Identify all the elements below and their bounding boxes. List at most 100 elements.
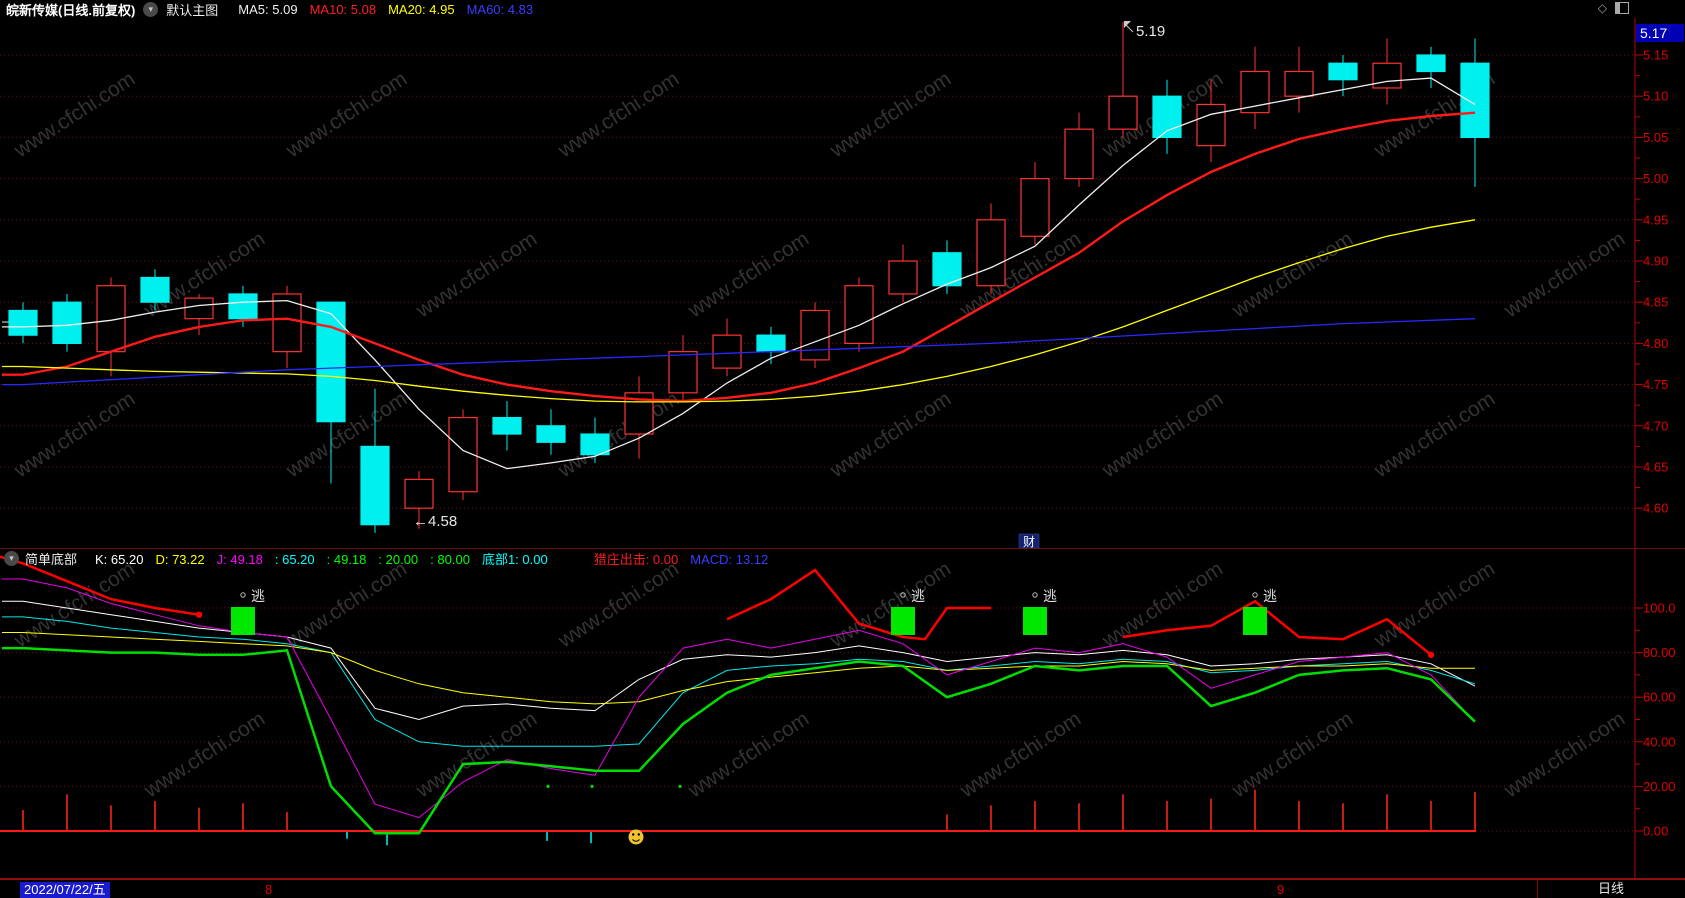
price-axis-label: 5.10 [1643,89,1668,104]
watermark-text: www.cfchi.com [1369,557,1499,652]
watermark-text: www.cfchi.com [553,67,683,162]
price-axis-label: 4.80 [1643,336,1668,351]
escape-label: 逃 [1263,588,1277,604]
watermark-text: www.cfchi.com [683,707,813,802]
sub-item-6: : 80.00 [430,552,470,567]
watermark-text: www.cfchi.com [1499,227,1629,322]
candle [1284,46,1314,113]
candle [624,376,654,459]
indicator-line-k2 [2,616,1476,747]
layout-label[interactable]: 默认主图 [166,2,219,18]
last-price-tag [1636,24,1684,42]
indicator-axis-label: 0.00 [1643,824,1668,839]
indicator-name[interactable]: 简单底部 [25,552,78,567]
candle [976,203,1006,294]
ma-item-0: MA5: 5.09 [238,1,298,17]
watermark-text: www.cfchi.com [139,707,269,802]
event-marker[interactable]: 财 [1018,533,1040,548]
candle [404,471,434,529]
symbol-title: 皖新传媒(日线.前复权) [6,2,136,18]
watermark-text: www.cfchi.com [825,387,955,482]
watermark-text: www.cfchi.com [1097,387,1227,482]
candle [1372,38,1402,105]
watermark-text: www.cfchi.com [281,557,411,652]
candle [1020,162,1050,245]
candle [668,335,698,402]
candle [272,285,302,369]
indicator-line-k [2,600,1476,721]
price-axis-label: 4.95 [1643,212,1668,227]
candle [1240,46,1270,130]
ma-values: MA5: 5.09 MA10: 5.08 MA20: 4.95 MA60: 4.83 [226,2,533,17]
sub-item-0: K: 65.20 [95,552,144,567]
price-axis-label: 5.00 [1643,171,1668,186]
sub-item-7: 底部1: 0.00 [481,552,548,567]
watermark-text: www.cfchi.com [411,707,541,802]
escape-marker: 逃 [1243,588,1277,635]
signal-line [1122,599,1432,656]
price-axis-label: 4.75 [1643,377,1668,392]
candle [1460,38,1490,187]
price-axis-label: 4.85 [1643,295,1668,310]
price-axis-label: 4.65 [1643,460,1668,475]
indicator-line-j2 [2,646,1476,835]
indicator-axis-label: 20.00 [1643,779,1676,794]
sub-item-8: 猎庄出击: 0.00 [593,552,679,567]
ma-line-ma60 [2,318,1476,386]
watermark-text: www.cfchi.com [955,227,1085,322]
candle [1108,22,1138,138]
smiley-icon [628,829,644,845]
escape-label: 逃 [911,588,925,604]
candle [52,293,82,352]
indicator-axis-label: 40.00 [1643,734,1676,749]
watermark-text: www.cfchi.com [411,227,541,322]
indicator-line-d [2,632,1475,705]
watermark-text: www.cfchi.com [281,387,411,482]
escape-label: 逃 [1043,588,1057,604]
svg-text:财: 财 [1023,535,1035,548]
escape-marker: 逃 [1023,588,1057,635]
period-label[interactable]: 日线 [1597,881,1624,896]
signal-line [0,555,200,616]
candle [844,277,874,352]
indicator-header: ▾ 简单底部 K: 65.20 D: 73.22 J: 49.18: 65.20: … [0,548,1685,568]
watermark-text: www.cfchi.com [1097,557,1227,652]
candle [712,318,742,377]
escape-label: 逃 [251,588,265,604]
price-axis-label: 5.05 [1643,130,1668,145]
escape-marker: 逃 [891,588,925,635]
candle [360,388,390,533]
price-axis-label: 5.15 [1643,48,1668,63]
indicator-axis-label: 100.0 [1643,601,1676,616]
indicator-axis-label: 80.00 [1643,645,1676,660]
watermark-text: www.cfchi.com [553,557,683,652]
indicator-chart[interactable]: www.cfchi.com www.cfchi.com www.cfchi.com w… [0,548,1685,878]
signal-end-dot [1427,651,1435,659]
svg-text:5.17: 5.17 [1640,25,1667,41]
chevron-down-icon[interactable]: ▾ [143,1,159,17]
candle [1196,79,1226,163]
candle [800,302,830,369]
high-price-annotation: 5.19 [1136,23,1165,40]
watermark-text: www.cfchi.com [1369,387,1499,482]
price-axis-label: 4.90 [1643,254,1668,269]
candle [492,401,522,451]
signal-end-dot [195,611,203,618]
candle [888,244,918,303]
main-chart-header: 皖新传媒(日线.前复权) ▾ 默认主图 MA5: 5.09 MA10: 5.08 M… [0,0,1685,18]
diamond-icon[interactable]: ◇ [1597,1,1607,15]
sub-item-2: J: 49.18 [216,552,263,567]
sub-item-9: MACD: 13.12 [690,552,769,567]
candle [184,293,214,336]
watermark-text: www.cfchi.com [1227,227,1357,322]
ma-item-3: MA60: 4.83 [466,1,534,17]
chevron-down-icon[interactable]: ▾ [4,551,19,566]
date-tag[interactable]: 2022/07/22/五 [20,882,110,898]
window-icon[interactable] [1615,2,1629,14]
candle [932,240,962,294]
watermark-text: www.cfchi.com [955,707,1085,802]
main-candlestick-chart[interactable]: www.cfchi.com www.cfchi.com www.cfchi.com w… [0,18,1685,548]
month-marker: 8 [265,882,273,897]
sub-item-3: : 65.20 [274,552,315,567]
watermark-text: www.cfchi.com [9,387,139,482]
